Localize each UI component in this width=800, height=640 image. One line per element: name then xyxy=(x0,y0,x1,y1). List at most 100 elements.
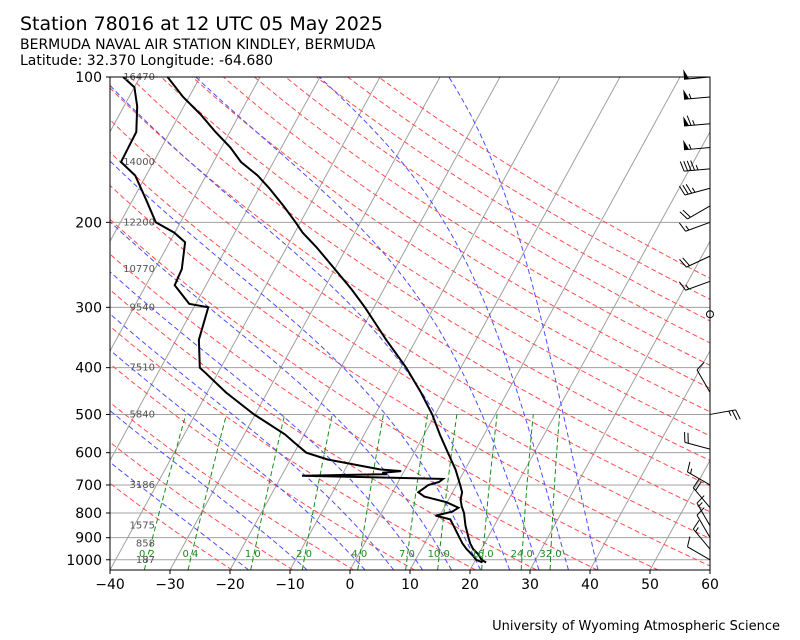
barb-half xyxy=(688,93,692,99)
barb-full xyxy=(685,184,693,194)
wind-barb xyxy=(683,115,711,127)
dewpoint-line xyxy=(119,77,483,564)
barb-half xyxy=(688,144,692,150)
height-label: 9540 xyxy=(130,302,155,313)
barb-full xyxy=(678,222,686,232)
isotherm-line xyxy=(0,77,20,570)
wind-barb xyxy=(679,205,711,220)
barb-half xyxy=(690,468,693,474)
barb-staff xyxy=(685,280,711,291)
dry-adiabat-line xyxy=(110,441,294,570)
barb-half xyxy=(695,164,699,171)
y-tick-label: 200 xyxy=(75,215,102,231)
mixing-ratio-line xyxy=(481,414,498,570)
dry-adiabat-line xyxy=(223,77,710,389)
mixing-ratio-label: 7.0 xyxy=(399,549,415,560)
height-label: 187 xyxy=(136,555,155,566)
barb-full xyxy=(682,257,690,266)
moist-adiabat-line xyxy=(110,461,249,570)
barb-staff xyxy=(684,76,711,80)
mixing-ratio-label: 24.0 xyxy=(511,549,533,560)
barb-full xyxy=(692,520,700,530)
wind-barb xyxy=(678,184,711,196)
barb-full xyxy=(690,160,696,171)
isotherm-line xyxy=(0,77,80,570)
dry-adiabat-line xyxy=(110,151,710,540)
wind-barb xyxy=(696,507,711,538)
wind-barb xyxy=(683,139,711,151)
x-tick-label: 10 xyxy=(401,577,419,593)
barb-full xyxy=(678,281,686,291)
dry-adiabat-line xyxy=(191,77,710,413)
sounding-profiles xyxy=(119,77,487,564)
mixing-ratio-label: 32.0 xyxy=(539,549,561,560)
isotherm-line xyxy=(469,130,710,570)
isotherm-line xyxy=(110,77,321,462)
y-tick-label: 900 xyxy=(75,531,102,547)
wind-barb xyxy=(679,160,711,172)
x-tick-label: −20 xyxy=(215,577,245,593)
mixing-ratio-line xyxy=(520,414,534,570)
x-tick-label: 20 xyxy=(461,577,479,593)
moist-adiabat-line xyxy=(110,349,366,570)
mixing-ratio-line xyxy=(405,414,428,570)
moist-adiabat-line xyxy=(319,77,569,570)
moist-adiabat-line xyxy=(448,77,599,570)
barb-staff xyxy=(687,546,711,561)
temperature-line xyxy=(166,77,487,564)
mixing-ratio-line xyxy=(549,414,561,570)
x-tick-label: −40 xyxy=(95,577,125,593)
mixing-ratio-line xyxy=(357,414,384,570)
mixing-ratio-line xyxy=(187,414,227,570)
isotherm-line xyxy=(110,77,381,570)
wind-barb xyxy=(678,280,711,291)
height-label: 3186 xyxy=(130,480,155,491)
dry-adiabat-line xyxy=(110,289,537,570)
barb-half xyxy=(691,187,696,193)
x-tick-label: 30 xyxy=(521,577,539,593)
barb-staff xyxy=(696,514,711,538)
mixing-ratio-label: 0.4 xyxy=(182,549,198,560)
barb-full xyxy=(682,209,691,218)
dry-adiabat-line xyxy=(254,77,710,366)
wind-barb xyxy=(684,431,711,450)
dry-adiabat-line xyxy=(110,253,598,570)
height-label: 5840 xyxy=(130,409,155,420)
height-label: 7510 xyxy=(130,363,155,374)
mixing-ratio-label: 16.0 xyxy=(471,549,493,560)
credit-text: University of Wyoming Atmospheric Scienc… xyxy=(492,619,780,634)
barb-full xyxy=(686,536,691,547)
barb-half xyxy=(685,225,690,231)
barb-full xyxy=(731,410,738,421)
mixing-ratio-line xyxy=(301,414,333,570)
moist-adiabat-line xyxy=(110,221,453,570)
barb-flag xyxy=(683,69,690,80)
wind-barb xyxy=(696,361,711,393)
y-tick-label: 400 xyxy=(75,361,102,377)
isotherm-line xyxy=(110,77,201,243)
y-tick-label: 300 xyxy=(75,300,102,316)
dry-adiabat-line xyxy=(110,363,415,570)
height-label: 10770 xyxy=(123,264,155,275)
calm-wind-circle xyxy=(706,310,714,319)
plot-frame xyxy=(109,76,711,571)
x-tick-label: 50 xyxy=(641,577,659,593)
barb-half xyxy=(692,120,696,126)
barb-half xyxy=(685,284,690,290)
moist-adiabat-line xyxy=(110,84,511,570)
isotherm-line xyxy=(709,568,710,570)
barb-full xyxy=(696,495,705,504)
barb-staff xyxy=(692,528,711,550)
mixing-ratio-label: 0.2 xyxy=(139,549,155,560)
barb-staff xyxy=(684,187,711,196)
axes: −40 −30 −20 −10 0 10 20 30 40 50 60 100 200 300 400 500… xyxy=(66,70,719,593)
barb-full xyxy=(679,259,687,268)
barb-staff xyxy=(685,221,711,232)
background-lines xyxy=(0,77,710,570)
isotherm-line xyxy=(349,77,621,570)
barb-full xyxy=(679,211,688,220)
wind-barb xyxy=(692,520,711,550)
inner-labels: 0.2 0.4 1.0 2.0 4.0 7.0 10.0 16.0 24.0 32.0164701… xyxy=(123,72,561,566)
barb-staff xyxy=(709,409,736,415)
